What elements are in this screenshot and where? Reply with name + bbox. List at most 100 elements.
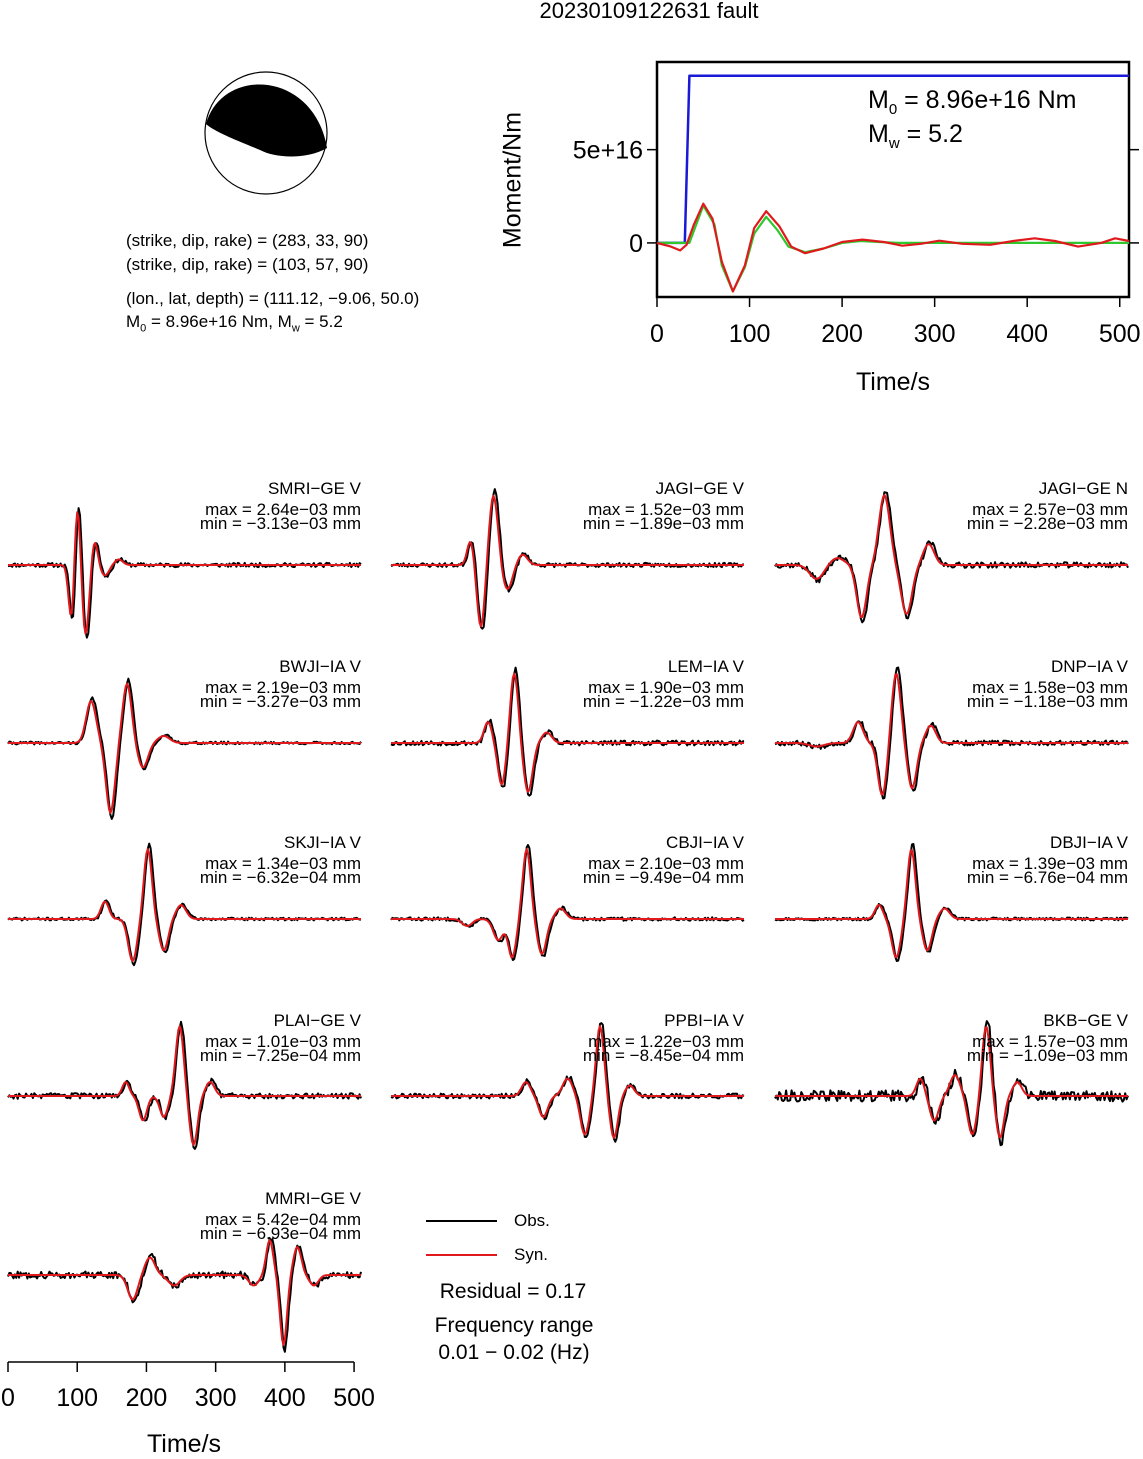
synthetic-trace (775, 494, 1128, 618)
min-amplitude-label: min = −1.18e−03 mm (967, 692, 1128, 711)
synthetic-trace (775, 673, 1128, 796)
moment-and-mw-text: = 8.96e+16 Nm, M (146, 312, 292, 331)
station-label: JAGI−GE N (1039, 479, 1128, 498)
stf-x-tick-label: 100 (729, 320, 771, 348)
stf-m0-annotation: M0 = 8.96e+16 Nm (868, 86, 1076, 118)
station-label: PLAI−GE V (274, 1011, 362, 1030)
station-label: MMRI−GE V (265, 1189, 362, 1208)
waveform-x-tick-label: 500 (333, 1384, 375, 1412)
station-label: PPBI−IA V (664, 1011, 745, 1030)
observed-trace (7, 1020, 362, 1150)
station-label: LEM−IA V (668, 657, 745, 676)
station-label: SMRI−GE V (268, 479, 362, 498)
legend-obs-label: Obs. (514, 1211, 550, 1230)
stf-y-tick-label: 5e+16 (573, 137, 643, 165)
station-label: BKB−GE V (1043, 1011, 1128, 1030)
synthetic-trace (8, 848, 361, 962)
max-amplitude-label: max = 2.19e−03 mm (205, 678, 361, 697)
stf-y-tick-label: 0 (629, 230, 643, 258)
nodal-plane-2: (strike, dip, rake) = (103, 57, 90) (126, 255, 369, 274)
min-amplitude-label: min = −6.76e−04 mm (967, 868, 1128, 887)
synthetic-trace (8, 511, 361, 635)
synthetic-trace (775, 1026, 1128, 1139)
stf-x-tick-label: 0 (650, 320, 664, 348)
max-amplitude-label: max = 1.22e−03 mm (588, 1032, 744, 1051)
synthetic-trace (391, 494, 744, 628)
synthetic-trace (391, 1025, 744, 1139)
min-amplitude-label: min = −6.32e−04 mm (200, 868, 361, 887)
stf-plot-frame (655, 60, 1131, 299)
stf-x-axis: 0 100 200 300 400 500 (650, 297, 1141, 348)
mw-value: = 5.2 (299, 312, 343, 331)
residual-label: Residual = 0.17 (439, 1280, 587, 1303)
stf-x-tick-label: 200 (821, 320, 863, 348)
stf-mw-subscript: w (888, 135, 900, 152)
stf-x-tick-label: 500 (1099, 320, 1141, 348)
max-amplitude-label: max = 1.58e−03 mm (972, 678, 1128, 697)
station-label: JAGI−GE V (656, 479, 745, 498)
stf-y-axis-label: Moment/Nm (498, 111, 527, 249)
min-amplitude-label: min = −6.93e−04 mm (200, 1224, 361, 1243)
nodal-plane-1: (strike, dip, rake) = (283, 33, 90) (126, 231, 369, 250)
stf-x-tick-label: 400 (1006, 320, 1048, 348)
stf-y-axis: 0 5e+16 (573, 137, 1139, 258)
frequency-range-title: Frequency range (434, 1314, 594, 1337)
waveform-time-axis: 0 100 200 300 400 500 (1, 1361, 375, 1412)
min-amplitude-label: min = −3.27e−03 mm (200, 692, 361, 711)
synthetic-trace (8, 1025, 361, 1146)
max-amplitude-label: max = 2.57e−03 mm (972, 500, 1128, 519)
stf-mw-symbol: M (868, 120, 889, 148)
stf-x-axis-label: Time/s (855, 368, 931, 396)
min-amplitude-label: min = −1.09e−03 mm (967, 1046, 1128, 1065)
min-amplitude-label: min = −2.28e−03 mm (967, 514, 1128, 533)
moment-symbol: M (126, 312, 141, 331)
synthetic-trace (8, 682, 361, 814)
synthetic-trace (775, 849, 1128, 958)
min-amplitude-label: min = −1.22e−03 mm (583, 692, 744, 711)
moment-magnitude-line: M0 = 8.96e+16 Nm, Mw = 5.2 (126, 312, 343, 338)
waveform-legend (426, 1220, 497, 1256)
moment-function-panel: 0 5e+16 0 100 200 300 400 500 (573, 60, 1141, 348)
waveform-x-tick-label: 100 (56, 1384, 98, 1412)
stf-mw-value: = 5.2 (899, 120, 963, 148)
min-amplitude-label: min = −8.45e−04 mm (583, 1046, 744, 1065)
waveform-x-axis-label: Time/s (146, 1430, 222, 1458)
waveform-x-tick-label: 0 (1, 1384, 15, 1412)
figure-title: 20230109122631 fault (539, 0, 759, 23)
station-label: SKJI−IA V (284, 833, 362, 852)
max-amplitude-label: max = 5.42e−04 mm (205, 1210, 361, 1229)
stf-m0-symbol: M (868, 86, 889, 114)
max-amplitude-label: max = 1.01e−03 mm (205, 1032, 361, 1051)
station-label: BWJI−IA V (279, 657, 361, 676)
waveform-x-tick-label: 200 (126, 1384, 168, 1412)
moment-subscript: 0 (140, 322, 147, 335)
mw-subscript: w (291, 322, 300, 335)
min-amplitude-label: min = −3.13e−03 mm (200, 514, 361, 533)
stf-mw-annotation: Mw = 5.2 (868, 120, 963, 152)
waveform-x-tick-label: 400 (264, 1384, 306, 1412)
max-amplitude-label: max = 1.34e−03 mm (205, 854, 361, 873)
legend-syn-label: Syn. (514, 1245, 549, 1264)
station-label: DNP−IA V (1051, 657, 1129, 676)
max-amplitude-label: max = 1.52e−03 mm (588, 500, 744, 519)
beachball-compressional-quadrant (206, 84, 327, 157)
observed-trace (774, 491, 1129, 624)
stf-m0-subscript: 0 (888, 101, 898, 118)
frequency-range-value: 0.01 − 0.02 (Hz) (438, 1341, 590, 1364)
max-amplitude-label: max = 2.64e−03 mm (205, 500, 361, 519)
synthetic-trace (391, 848, 744, 959)
min-amplitude-label: min = −9.49e−04 mm (583, 868, 744, 887)
min-amplitude-label: min = −7.25e−04 mm (200, 1046, 361, 1065)
stf-series (656, 74, 1130, 293)
synthetic-trace (8, 1239, 361, 1346)
stf-m0-value: = 8.96e+16 Nm (897, 86, 1077, 114)
hypocenter-location: (lon., lat, depth) = (111.12, −9.06, 50.… (126, 289, 420, 308)
max-amplitude-label: max = 1.39e−03 mm (972, 854, 1128, 873)
stf-series-line-3 (656, 202, 1130, 293)
stf-x-tick-label: 300 (914, 320, 956, 348)
station-label: DBJI−IA V (1050, 833, 1129, 852)
waveform-x-tick-label: 300 (195, 1384, 237, 1412)
max-amplitude-label: max = 1.90e−03 mm (588, 678, 744, 697)
